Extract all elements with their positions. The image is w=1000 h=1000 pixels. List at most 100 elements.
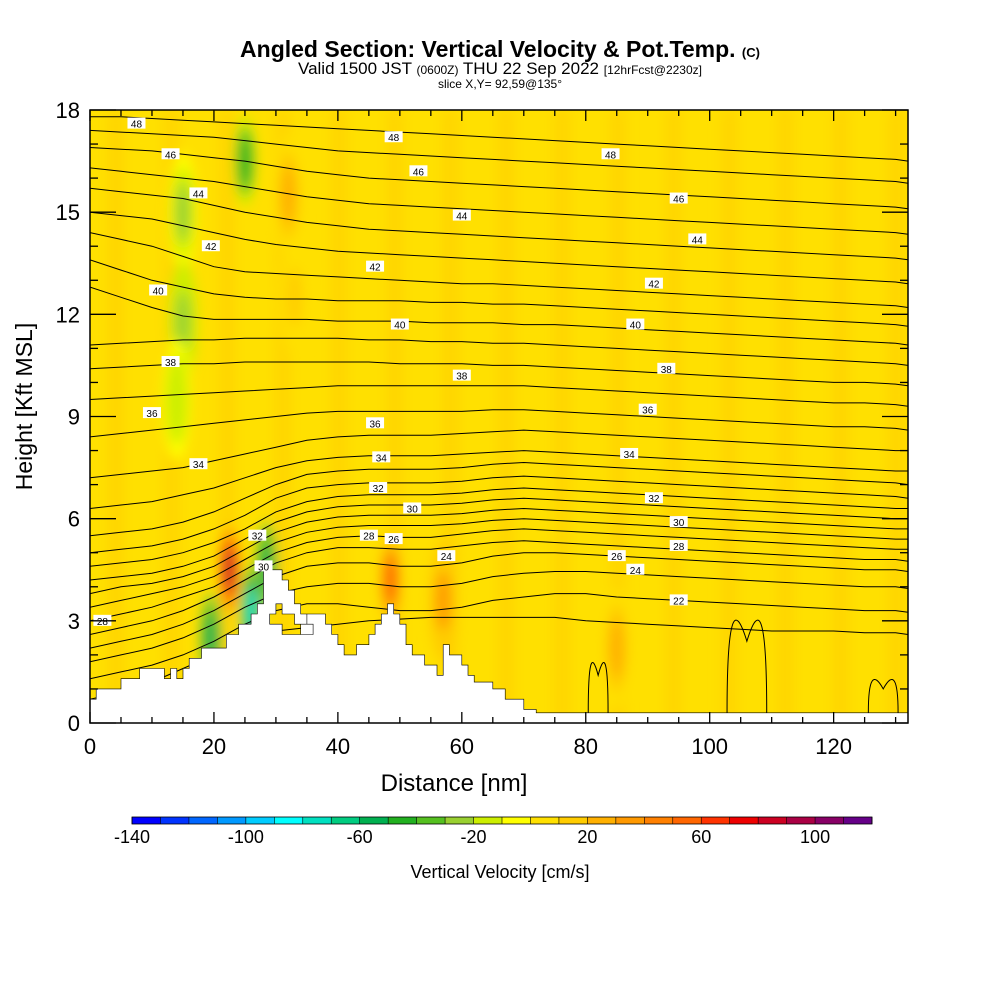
valid-utc: (0600Z) — [416, 63, 459, 77]
theta-label: 36 — [642, 406, 654, 417]
theta-label: 28 — [363, 532, 375, 543]
colorbar-swatch — [701, 817, 730, 824]
theta-contour — [90, 475, 908, 554]
theta-contour — [90, 461, 908, 537]
colorbar-swatch — [473, 817, 503, 824]
downdraft-core — [175, 182, 190, 243]
theta-label: 34 — [193, 460, 205, 471]
y-tick-label: 0 — [68, 711, 80, 736]
colorbar-swatch — [729, 817, 759, 824]
theta-label: 38 — [661, 365, 673, 376]
downdraft-core — [175, 291, 190, 352]
colorbar-tick-label: -140 — [114, 827, 150, 847]
theta-label: 48 — [388, 133, 400, 144]
x-tick-label: 40 — [326, 734, 350, 759]
velocity-streak — [609, 110, 626, 723]
theta-contour — [90, 518, 908, 608]
velocity-streak — [330, 110, 347, 723]
theta-label: 28 — [97, 617, 109, 628]
theta-contour — [90, 540, 908, 635]
valid-date: THU 22 Sep 2022 — [462, 59, 600, 78]
theta-label-bg — [669, 192, 688, 204]
theta-contour — [90, 528, 908, 622]
theta-label-bg — [669, 516, 688, 528]
theta-label-bg — [626, 563, 645, 575]
x-axis-label: Distance [nm] — [381, 770, 528, 797]
theta-label: 36 — [369, 419, 381, 430]
title-main: Angled Section: Vertical Velocity & Pot.… — [240, 36, 736, 62]
theta-contour — [90, 507, 908, 595]
theta-label-bg — [644, 492, 663, 504]
x-tick-label: 60 — [450, 734, 474, 759]
downdraft-core — [169, 369, 184, 430]
theta-label: 44 — [692, 235, 704, 246]
theta-label-bg — [248, 529, 267, 541]
theta-label: 44 — [456, 212, 468, 223]
y-tick-label: 15 — [56, 200, 80, 225]
colorbar-swatch — [445, 817, 474, 824]
theta-label: 40 — [394, 321, 406, 332]
theta-label: 38 — [456, 372, 468, 383]
theta-label: 26 — [388, 535, 400, 546]
colorbar-label: Vertical Velocity [cm/s] — [410, 862, 590, 882]
theta-label: 46 — [165, 150, 177, 161]
theta-contour — [90, 187, 908, 261]
chart-title: Angled Section: Vertical Velocity & Pot.… — [0, 36, 1000, 63]
updraft-core — [385, 557, 397, 603]
theta-label-bg — [638, 403, 657, 415]
theta-label: 48 — [605, 150, 617, 161]
theta-label-bg — [189, 187, 208, 199]
theta-label: 36 — [146, 409, 158, 420]
theta-label: 42 — [648, 280, 660, 291]
theta-contour — [90, 337, 908, 366]
slice-info: slice X,Y= 92,59@135° — [437, 77, 563, 91]
theta-contour — [90, 286, 908, 346]
theta-contour — [90, 593, 908, 680]
theta-label-bg — [437, 550, 456, 562]
theta-contour — [90, 429, 908, 479]
colorbar: -140 -100 -60 -20 20 60 100 — [114, 816, 873, 847]
theta-label: 24 — [441, 552, 453, 563]
colorbar-swatch — [217, 817, 247, 824]
x-tick-label: 100 — [691, 734, 728, 759]
colorbar-swatch — [359, 817, 389, 824]
x-tick-label: 120 — [815, 734, 852, 759]
theta-label-bg — [359, 529, 378, 541]
theta-label-bg — [161, 356, 180, 368]
colorbar-swatch — [502, 817, 531, 824]
colorbar-tick-label: -20 — [461, 827, 487, 847]
theta-contour — [90, 497, 908, 581]
updraft-core — [436, 570, 451, 631]
velocity-streak — [777, 110, 794, 723]
theta-label-bg — [390, 318, 409, 330]
x-tick-label: 80 — [574, 734, 598, 759]
theta-label-bg — [254, 560, 273, 572]
theta-contour — [90, 211, 908, 285]
colorbar-swatch — [786, 817, 816, 824]
forecast-info: [12hrFcst@2230z] — [603, 63, 702, 77]
updraft-core — [609, 618, 624, 679]
theta-contour — [90, 116, 908, 162]
theta-label: 24 — [630, 566, 642, 577]
terrain — [89, 569, 909, 724]
velocity-field — [107, 110, 905, 723]
theta-contour — [90, 259, 908, 327]
colorbar-swatch — [302, 817, 332, 824]
theta-label: 28 — [673, 542, 685, 553]
theta-label: 34 — [624, 450, 636, 461]
colorbar-swatch — [245, 817, 275, 824]
theta-contour — [90, 147, 908, 210]
theta-label-bg — [452, 209, 471, 221]
theta-contour — [90, 361, 908, 387]
theta-label: 30 — [407, 504, 419, 515]
theta-label: 40 — [153, 286, 165, 297]
colorbar-tick-label: -60 — [347, 827, 373, 847]
colorbar-tick-label: 100 — [800, 827, 830, 847]
theta-label-bg — [369, 482, 388, 494]
colorbar-swatch — [843, 817, 873, 824]
colorbar-swatch — [530, 817, 560, 824]
theta-label: 44 — [193, 189, 205, 200]
colorbar-swatch — [587, 817, 617, 824]
